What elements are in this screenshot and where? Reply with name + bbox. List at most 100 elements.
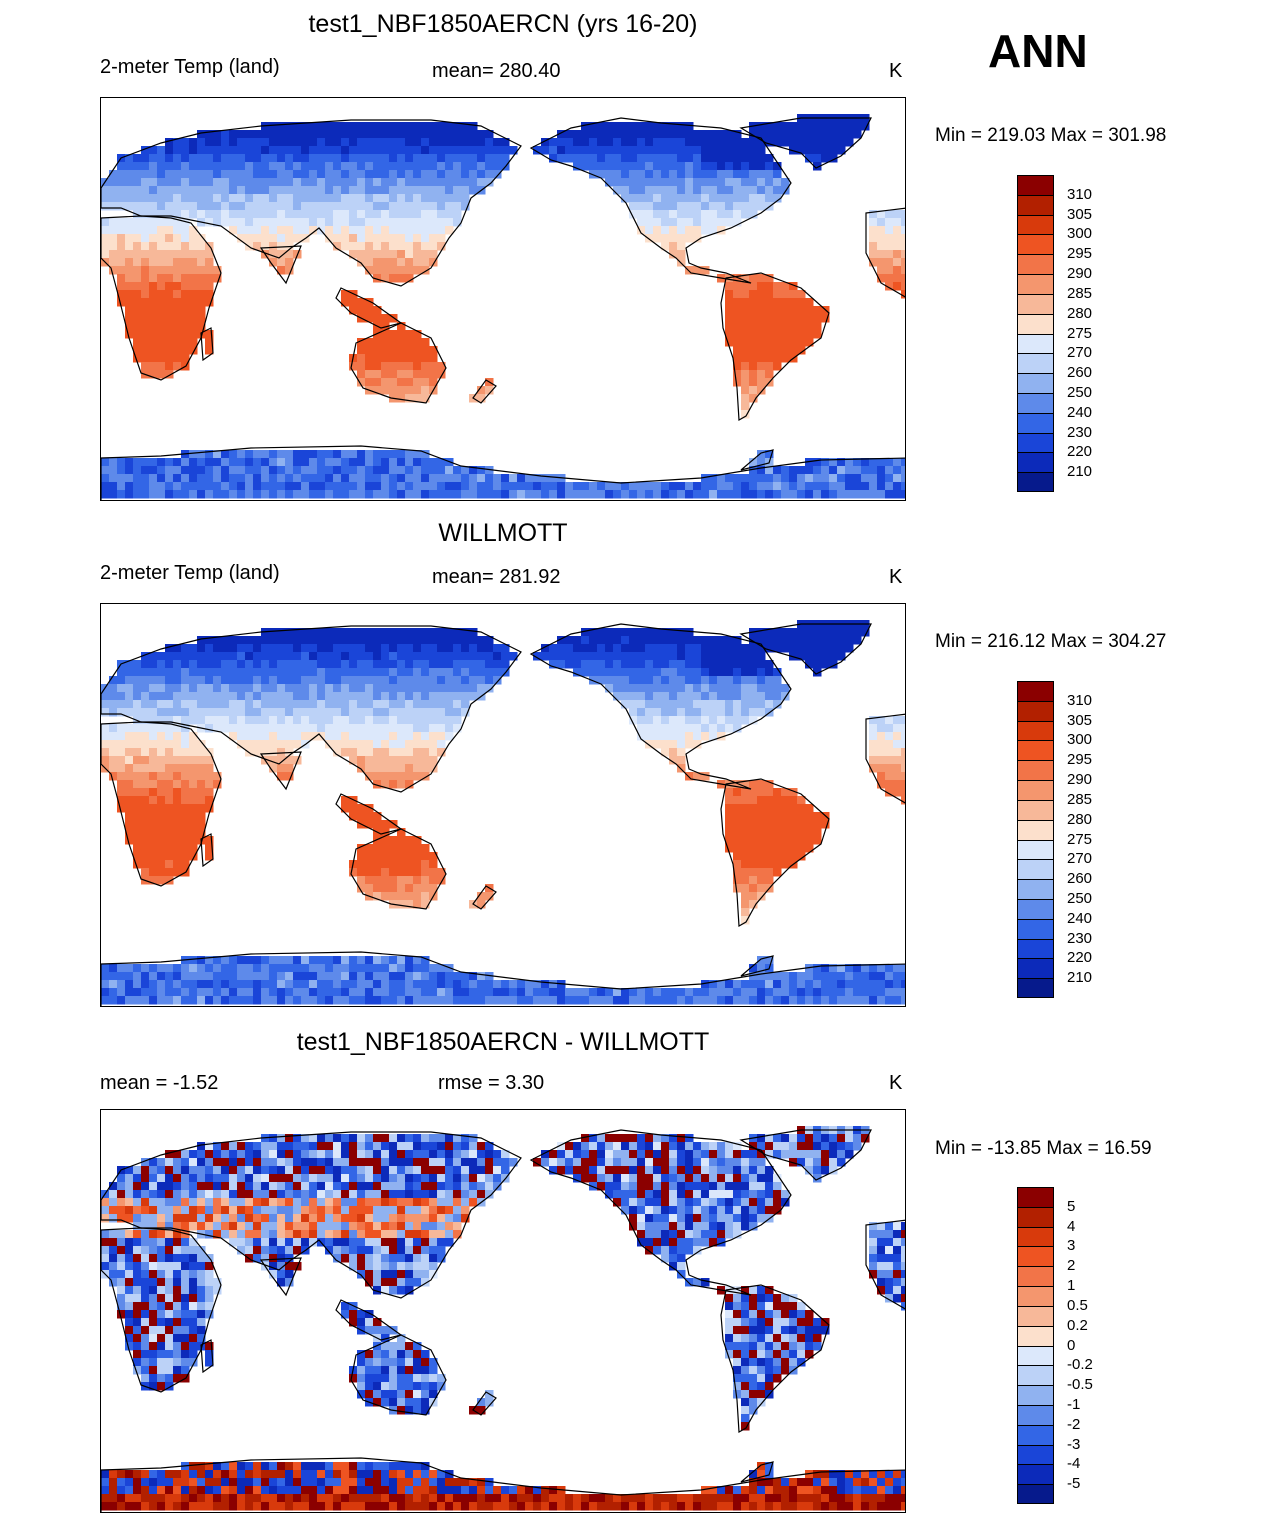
- colorbar-swatch: [1017, 274, 1054, 295]
- panel-3-minmax: Min = -13.85 Max = 16.59: [935, 1138, 1152, 1159]
- colorbar-tick-label: 285: [1067, 284, 1093, 302]
- coastline-antarctic-pen: [740, 1461, 774, 1483]
- colorbar-swatch: [1017, 1226, 1054, 1247]
- colorbar-tick-label: 240: [1067, 909, 1093, 927]
- coastline-madagascar: [200, 327, 214, 362]
- colorbar-swatch: [1017, 472, 1054, 493]
- panel-2-units-label: K: [889, 566, 903, 588]
- colorbar-tick-label: 290: [1067, 771, 1093, 789]
- colorbar-tick-label: 300: [1067, 731, 1093, 749]
- colorbar-swatch: [1017, 1404, 1054, 1425]
- coastline-greenland: [739, 623, 872, 675]
- panel-3-units-label: K: [889, 1072, 903, 1094]
- colorbar-swatch: [1017, 799, 1054, 820]
- coastline-namerica: [529, 1129, 792, 1296]
- colorbar-swatch: [1017, 819, 1054, 840]
- colorbar-tick-label: -0.2: [1067, 1356, 1093, 1374]
- colorbar-swatch: [1017, 214, 1054, 235]
- coastline-antarctic-pen: [740, 449, 774, 471]
- colorbar-tick-label: -5: [1067, 1475, 1081, 1493]
- colorbar-tick-label: 270: [1067, 850, 1093, 868]
- colorbar-tick-label: 280: [1067, 304, 1093, 322]
- panel-2-colorbar: 310 305 300 295 290 285 280 275 270 260 250 240 230 2…: [1017, 681, 1092, 999]
- colorbar-frame: [1017, 681, 1054, 998]
- colorbar-swatch: [1017, 879, 1054, 900]
- coastline-samerica: [720, 778, 830, 927]
- panel-3-colorbar: 5 4 3 2 1 0.5 0.2 0 -0.2 -0.5 -1 -2 -3 -4 -5: [1017, 1187, 1093, 1505]
- colorbar-swatch: [1017, 740, 1054, 761]
- colorbar-tick-label: 230: [1067, 929, 1093, 947]
- coastline-seasia: [335, 1299, 403, 1341]
- colorbar-tick-label: 290: [1067, 265, 1093, 283]
- colorbar-tick-label: 310: [1067, 185, 1093, 203]
- coastline-madagascar: [200, 833, 214, 868]
- colorbar-swatch: [1017, 333, 1054, 354]
- colorbar-swatch: [1017, 720, 1054, 741]
- colorbar-tick-label: 305: [1067, 205, 1093, 223]
- coastline-eurasia: [101, 625, 522, 793]
- coastline-antarctica: [101, 1457, 905, 1512]
- colorbar-swatch: [1017, 898, 1054, 919]
- colorbar-tick-label: 210: [1067, 463, 1093, 481]
- coastline-samerica: [720, 272, 830, 421]
- coastline-antarctica: [101, 951, 905, 1006]
- colorbar-tick-label: 310: [1067, 691, 1093, 709]
- colorbar-swatch: [1017, 1424, 1054, 1445]
- colorbar-tick-label: 2: [1067, 1257, 1076, 1275]
- colorbar-tick-label: 280: [1067, 810, 1093, 828]
- coastline-africa: [101, 1227, 222, 1393]
- colorbar-swatch: [1017, 313, 1054, 334]
- colorbar-swatch: [1017, 780, 1054, 801]
- colorbar-frame: [1017, 1187, 1054, 1504]
- coastline-antarctic-pen: [740, 955, 774, 977]
- colorbar-swatch: [1017, 392, 1054, 413]
- panel-2-variable-label: 2-meter Temp (land): [100, 562, 280, 584]
- panel-3-map: [100, 1109, 906, 1513]
- colorbar-swatch: [1017, 1464, 1054, 1485]
- colorbar-frame: [1017, 175, 1054, 492]
- colorbar-swatch: [1017, 978, 1054, 999]
- colorbar-swatch: [1017, 1246, 1054, 1267]
- panel-2-title: WILLMOTT: [438, 519, 568, 547]
- season-label: ANN: [988, 25, 1088, 77]
- panel-1-units-label: K: [889, 60, 903, 82]
- coastline-nz: [472, 1391, 497, 1416]
- coastline-africa: [101, 721, 222, 887]
- colorbar-tick-label: 275: [1067, 324, 1093, 342]
- panel-1-colorbar: 310 305 300 295 290 285 280 275 270 260 250 240 230 2…: [1017, 175, 1092, 493]
- panel-3-title: test1_NBF1850AERCN - WILLMOTT: [296, 1028, 710, 1056]
- coastline-antarctica: [101, 445, 905, 500]
- coastline-australia: [350, 322, 447, 404]
- coastline-seasia: [335, 287, 403, 329]
- colorbar-swatch: [1017, 1187, 1054, 1207]
- coastline-westafrica: [865, 1219, 905, 1310]
- colorbar-tick-label: 220: [1067, 443, 1093, 461]
- coastline-greenland: [739, 1129, 872, 1181]
- colorbar-swatch: [1017, 452, 1054, 473]
- colorbar-swatch: [1017, 175, 1054, 195]
- colorbar-tick-label: 285: [1067, 790, 1093, 808]
- colorbar-tick-label: 230: [1067, 423, 1093, 441]
- colorbar-swatch: [1017, 432, 1054, 453]
- colorbar-tick-label: 260: [1067, 364, 1093, 382]
- colorbar-tick-label: 0.2: [1067, 1316, 1088, 1334]
- colorbar-tick-label: 240: [1067, 403, 1093, 421]
- colorbar-swatch: [1017, 1484, 1054, 1505]
- colorbar-tick-label: 3: [1067, 1237, 1076, 1255]
- panel-2-mean-label: mean= 281.92: [432, 566, 561, 588]
- colorbar-swatch: [1017, 1305, 1054, 1326]
- coastline-westafrica: [865, 713, 905, 804]
- colorbar-tick-label: 210: [1067, 969, 1093, 987]
- panel-1-variable-label: 2-meter Temp (land): [100, 56, 280, 78]
- colorbar-tick-label: 260: [1067, 870, 1093, 888]
- colorbar-swatch: [1017, 353, 1054, 374]
- colorbar-tick-label: 0: [1067, 1336, 1076, 1354]
- colorbar-swatch: [1017, 412, 1054, 433]
- panel-3-rmse-label: rmse = 3.30: [438, 1072, 545, 1094]
- colorbar-tick-label: 220: [1067, 949, 1093, 967]
- colorbar-tick-label: -2: [1067, 1415, 1081, 1433]
- colorbar-swatch: [1017, 1385, 1054, 1406]
- colorbar-swatch: [1017, 1325, 1054, 1346]
- colorbar-tick-label: 270: [1067, 344, 1093, 362]
- panel-1-title: test1_NBF1850AERCN (yrs 16-20): [308, 10, 698, 38]
